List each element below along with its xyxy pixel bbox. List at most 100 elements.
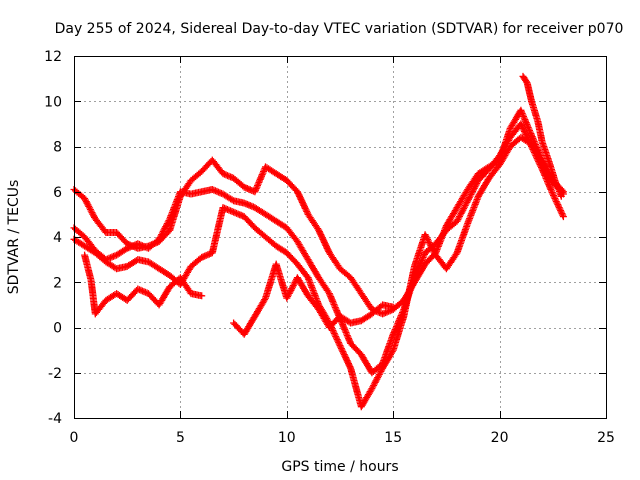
data-point [261,296,269,304]
grid-lines [74,56,606,418]
data-point [528,133,536,141]
data-point [254,182,261,189]
data-point [370,380,378,388]
data-point [334,337,342,345]
data-point [125,244,133,252]
data-point [302,206,310,214]
y-axis-label: SDTVAR / TECUs [6,180,22,295]
data-point [559,213,567,221]
data-series [70,72,567,411]
data-point [425,239,433,247]
data-point [472,197,480,205]
data-point [315,226,323,234]
y-tick-label: 12 [44,49,62,65]
x-tick-label: 5 [176,430,185,446]
data-point [330,330,338,337]
data-point [543,168,551,176]
data-point [327,293,335,301]
data-point [135,240,143,248]
data-point [331,304,339,312]
data-point [224,206,231,213]
data-point [468,189,476,197]
data-point [337,345,345,353]
data-point [221,204,228,212]
data-point [455,214,463,222]
data-point [316,229,324,237]
data-point [389,303,397,311]
data-point [233,209,241,217]
data-point [521,129,529,137]
data-point [472,181,480,189]
data-point [319,235,327,243]
data-point [173,197,181,205]
data-point [452,250,460,258]
data-point [227,207,235,215]
data-point [340,324,348,332]
data-point [329,327,337,334]
data-point [283,294,291,302]
data-point [553,199,561,207]
data-point [165,217,173,224]
data-point [544,169,552,177]
data-point [555,202,562,210]
data-point [548,189,556,196]
data-point [83,199,91,207]
data-point [344,358,352,366]
series-track-4 [81,251,206,318]
data-point [556,189,564,197]
data-point [134,285,142,293]
data-point [470,204,478,211]
data-point [333,334,340,342]
data-point [303,207,311,215]
data-point [517,120,525,128]
x-tick-label: 10 [278,430,296,446]
data-point [519,124,527,132]
data-point [159,227,167,235]
data-point [300,201,308,209]
data-point [219,170,227,178]
data-point [295,191,303,199]
data-point [286,288,294,296]
data-point [252,185,260,193]
data-point [456,213,463,220]
data-point [518,123,526,131]
data-point [237,211,245,219]
data-point [429,246,437,254]
data-point [315,228,323,236]
data-point [473,180,481,188]
axis-ticks: 0 5 10 15 20 25 -4 -2 0 2 4 6 8 10 12 [44,49,615,446]
data-point [298,198,306,206]
data-point [204,251,212,259]
data-point [464,197,472,205]
data-point [86,204,94,212]
data-point [222,171,230,179]
data-point [228,196,236,204]
data-point [343,332,351,340]
data-point [518,121,526,129]
data-point [469,186,477,194]
data-point [429,245,436,253]
data-point [158,231,166,239]
data-point [522,119,530,127]
data-point [342,355,350,363]
data-point [338,346,346,354]
data-point [308,283,316,291]
data-point [330,301,338,308]
data-point [168,210,176,218]
data-point [343,357,351,365]
data-point [333,308,341,316]
data-point [549,190,557,198]
data-point [554,201,562,209]
data-point [110,252,117,260]
data-point [342,354,350,362]
data-point [157,232,165,240]
data-point [428,243,436,251]
data-point [424,237,432,245]
data-point [345,360,352,368]
data-point [230,208,238,216]
x-axis-label: GPS time / hours [281,459,398,475]
data-point [298,197,306,205]
data-point [542,166,550,174]
data-point [326,291,334,299]
